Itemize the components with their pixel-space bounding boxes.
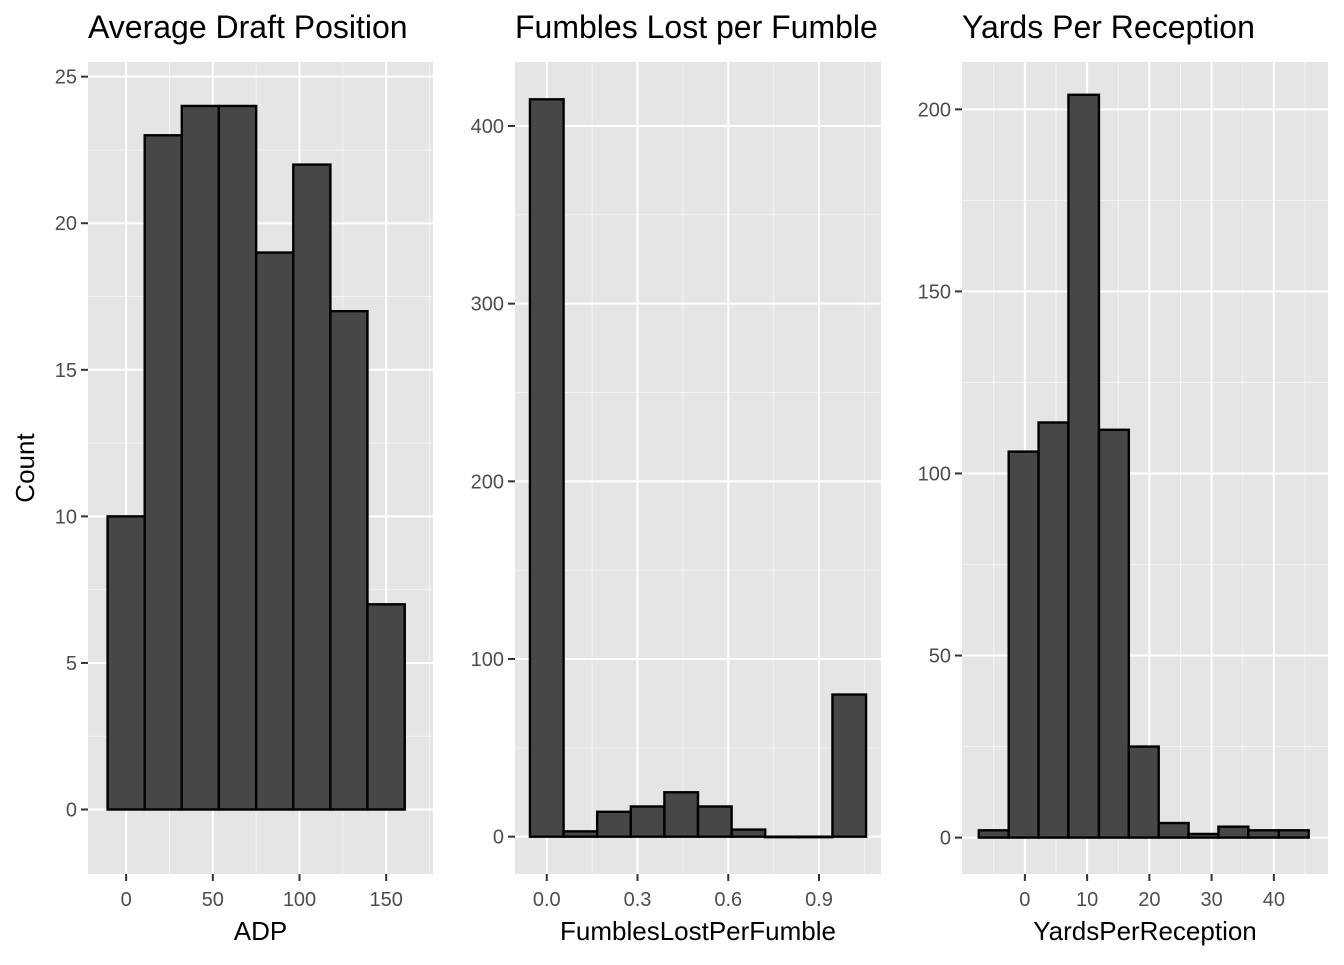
- panel-3: 0 10 20 30 40 0 50 100 150 200 Yards Per Reception…: [918, 9, 1328, 946]
- panel-2-x-tick-label: 0.6: [714, 889, 742, 911]
- panel-2-background: [515, 62, 881, 874]
- panel-2-histogram-bar: [663, 791, 700, 838]
- panel-2-histogram-bar: [797, 835, 834, 839]
- panel-2-histogram-bar: [831, 693, 868, 838]
- panel-1-x-tick-label: 100: [283, 889, 316, 911]
- panel-2-histogram-bar: [629, 805, 666, 838]
- panel-1-histogram-bar: [143, 134, 183, 811]
- panel-2-y-tick-label: 300: [471, 294, 504, 316]
- panel-3-y-tick-label: 200: [918, 99, 951, 121]
- panel-2-histogram-bar: [595, 810, 632, 838]
- panel-1-histogram-bar: [366, 603, 406, 811]
- panel-2-title-group: Fumbles Lost per Fumble: [515, 9, 878, 45]
- panel-1-y-tick-label: 5: [66, 653, 77, 675]
- panel-2-x-tick-label: 0.3: [624, 889, 652, 911]
- panel-1-y-tick-label: 15: [55, 360, 77, 382]
- panel-3-title: Yards Per Reception: [962, 9, 1255, 45]
- panel-3-x-tick-label: 40: [1263, 889, 1285, 911]
- panel-3-histogram-bar: [1157, 821, 1190, 839]
- panel-1-histogram-bar: [217, 104, 258, 811]
- panel-2-histogram-bar: [764, 835, 801, 839]
- panel-3-y-tick-label: 0: [940, 828, 951, 850]
- panel-3-x-tick-label: 0: [1019, 889, 1030, 911]
- panel-2-histogram-bar: [562, 830, 599, 838]
- panel-1-x-axis-label: ADP: [234, 916, 287, 946]
- panel-2-y-tick-label: 400: [471, 116, 504, 138]
- panel-3-histogram-bar: [1037, 421, 1070, 839]
- panel-1-x-tick-label: 150: [370, 889, 403, 911]
- panel-3-histogram-bar: [1247, 829, 1281, 839]
- panel-2: 0.0 0.3 0.6 0.9 0 100 200 300 400 Fumbles Lost pe…: [471, 9, 881, 946]
- panel-1-histogram-bar: [180, 104, 221, 811]
- panel-2-histogram-bar: [528, 98, 565, 838]
- panel-2-x-axis-label: FumblesLostPerFumble: [560, 916, 836, 946]
- panel-3-x-axis-label: YardsPerReception: [1033, 916, 1257, 946]
- panel-1-y-tick-label: 25: [55, 67, 77, 89]
- panel-2-histogram-bar: [730, 828, 767, 838]
- panel-1-y-tick-label: 0: [66, 800, 77, 822]
- panel-2-x-tick-label: 0.9: [805, 889, 833, 911]
- panel-2-histogram-bar: [696, 805, 733, 838]
- panel-2-x-tick-label: 0.0: [533, 889, 561, 911]
- panel-1-histogram-bar: [292, 163, 332, 811]
- panel-1-x-tick-label: 0: [121, 889, 132, 911]
- panel-1: 0 50 100 150 0 5 10 15 20 25 Average Draft Positio…: [55, 9, 433, 946]
- panel-1-y-tick-label: 20: [55, 213, 77, 235]
- panel-3-histogram-bar: [1217, 825, 1250, 839]
- panel-3-histogram-bar: [1067, 93, 1101, 839]
- panel-1-histogram-bar: [254, 251, 295, 811]
- shared-y-axis-label: Count: [10, 433, 40, 503]
- panel-3-x-tick-label: 20: [1138, 889, 1160, 911]
- panel-3-histogram-bar: [1187, 832, 1220, 839]
- panel-1-histogram-bar: [329, 309, 369, 811]
- panel-3-histogram-bar: [1127, 745, 1160, 839]
- panel-3-histogram-bar: [1277, 829, 1310, 839]
- panel-3-x-tick-label: 30: [1200, 889, 1222, 911]
- panel-1-y-tick-label: 10: [55, 506, 77, 528]
- panel-3-y-tick-label: 50: [929, 646, 951, 668]
- panel-3-histogram-bar: [1007, 450, 1040, 839]
- panel-3-y-tick-label: 150: [918, 281, 951, 303]
- panel-2-y-tick-label: 200: [471, 471, 504, 493]
- panel-1-x-tick-label: 50: [202, 889, 224, 911]
- panel-2-title: Fumbles Lost per Fumble: [515, 9, 878, 45]
- panel-2-y-tick-label: 100: [471, 649, 504, 671]
- panel-2-y-tick-label: 0: [493, 827, 504, 849]
- panel-1-histogram-bar: [106, 515, 146, 811]
- panel-3-y-tick-label: 100: [918, 463, 951, 485]
- panel-3-histogram-bar: [977, 829, 1010, 839]
- panel-3-x-tick-label: 10: [1076, 889, 1098, 911]
- panel-1-title: Average Draft Position: [88, 9, 408, 45]
- panel-3-histogram-bar: [1097, 428, 1131, 839]
